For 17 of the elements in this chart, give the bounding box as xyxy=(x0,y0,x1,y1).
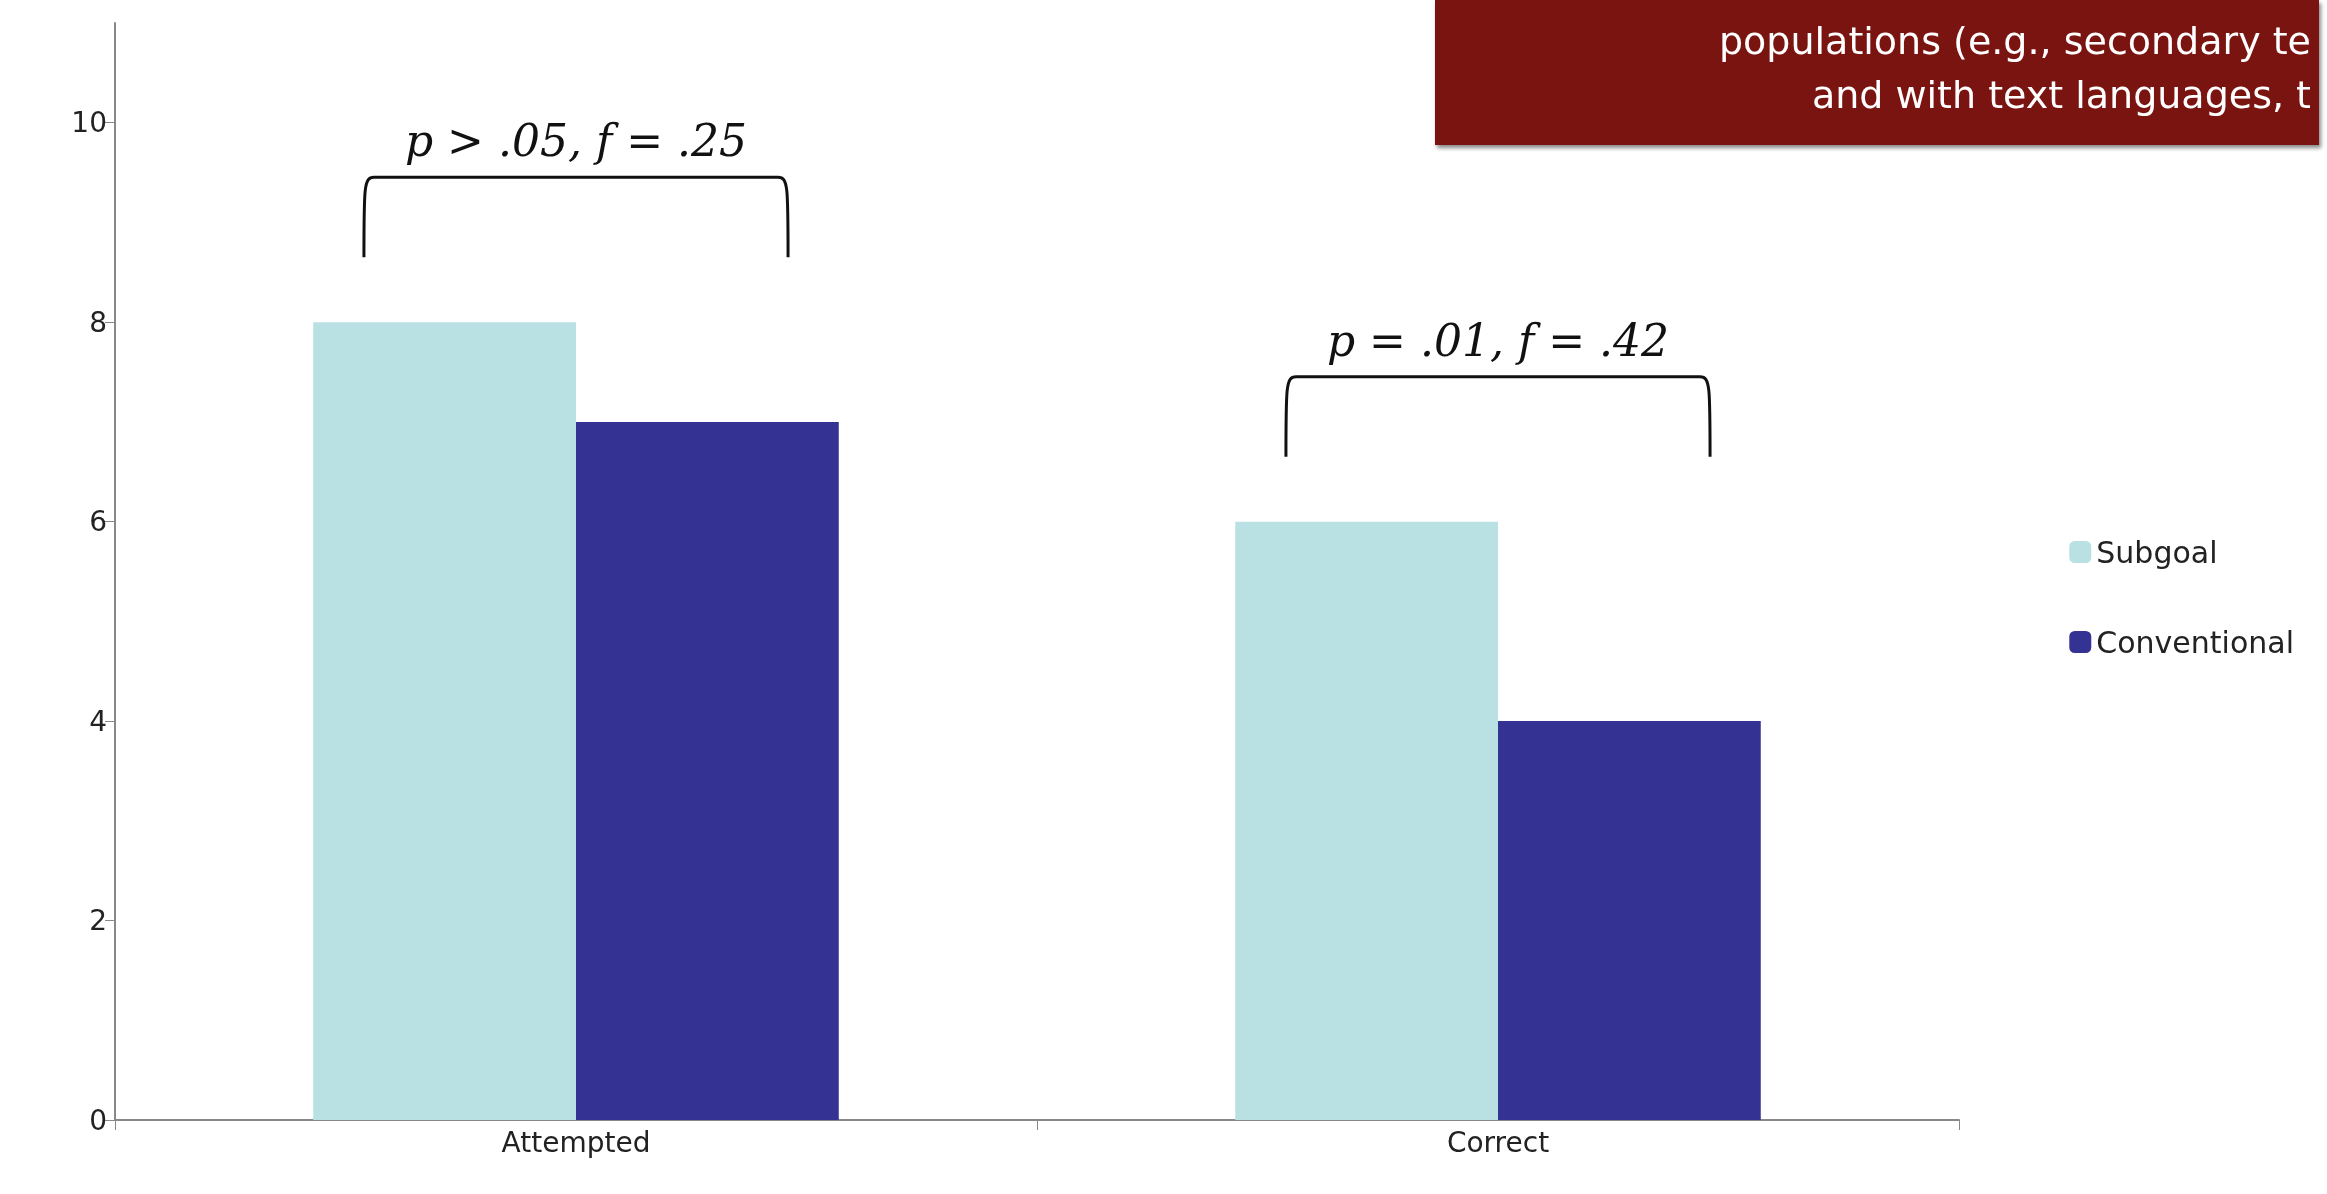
y-tick-label: 4 xyxy=(89,704,107,738)
y-tick-label: 0 xyxy=(89,1103,107,1137)
bar xyxy=(576,421,839,1120)
y-tick-label: 2 xyxy=(89,904,107,938)
y-tick-label: 8 xyxy=(89,305,107,339)
annotation: p = .01, f = .42 xyxy=(1325,314,1671,366)
bar xyxy=(1498,721,1761,1120)
bar xyxy=(1235,521,1498,1120)
x-tick-label: Correct xyxy=(1446,1125,1550,1159)
bar xyxy=(313,322,576,1120)
banner: populations (e.g., secondary te and with text languages, t xyxy=(1435,0,2319,145)
legend-label: Subgoal xyxy=(2096,534,2218,570)
x-tick-label: Attempted xyxy=(501,1125,651,1159)
annotation: p > .05, f = .25 xyxy=(403,115,749,167)
legend-label: Conventional xyxy=(2096,624,2295,660)
y-tick-label: 6 xyxy=(89,505,107,539)
y-tick-label: 10 xyxy=(71,106,107,140)
